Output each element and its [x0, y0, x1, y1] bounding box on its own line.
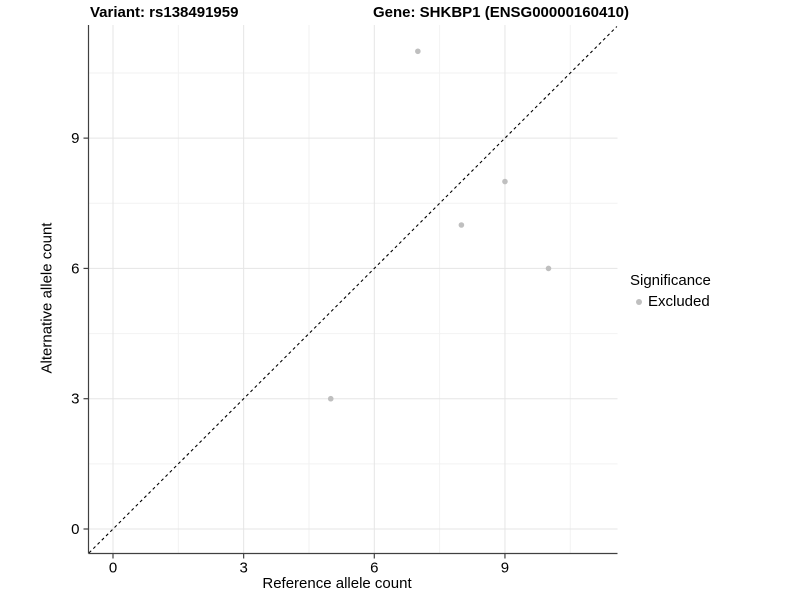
- legend-point-swatch: [636, 298, 642, 305]
- y-axis-title: Alternative allele count: [38, 222, 56, 374]
- data-point: [327, 395, 334, 402]
- legend-item-excluded: Excluded: [630, 293, 711, 310]
- legend-title: Significance: [630, 272, 711, 289]
- x-tick-label: 9: [501, 560, 509, 577]
- data-point: [545, 265, 552, 272]
- data-point: [458, 222, 465, 228]
- data-point: [415, 48, 421, 55]
- data-point: [502, 178, 508, 185]
- y-tick-label: 3: [71, 391, 79, 408]
- y-tick-label: 0: [71, 521, 79, 538]
- plot-title-gene: Gene: SHKBP1 (ENSG00000160410): [373, 4, 629, 21]
- legend: Significance Excluded: [630, 272, 711, 310]
- plot-title-variant: Variant: rs138491959: [90, 4, 239, 21]
- x-tick-label: 6: [370, 560, 378, 577]
- y-tick-label: 6: [71, 260, 79, 277]
- legend-item-label: Excluded: [648, 293, 710, 310]
- identity-line: [88, 26, 618, 554]
- y-tick-label: 9: [71, 130, 79, 147]
- x-tick-label: 0: [109, 560, 117, 577]
- x-tick-label: 3: [239, 560, 247, 577]
- x-axis-title: Reference allele count: [262, 575, 412, 592]
